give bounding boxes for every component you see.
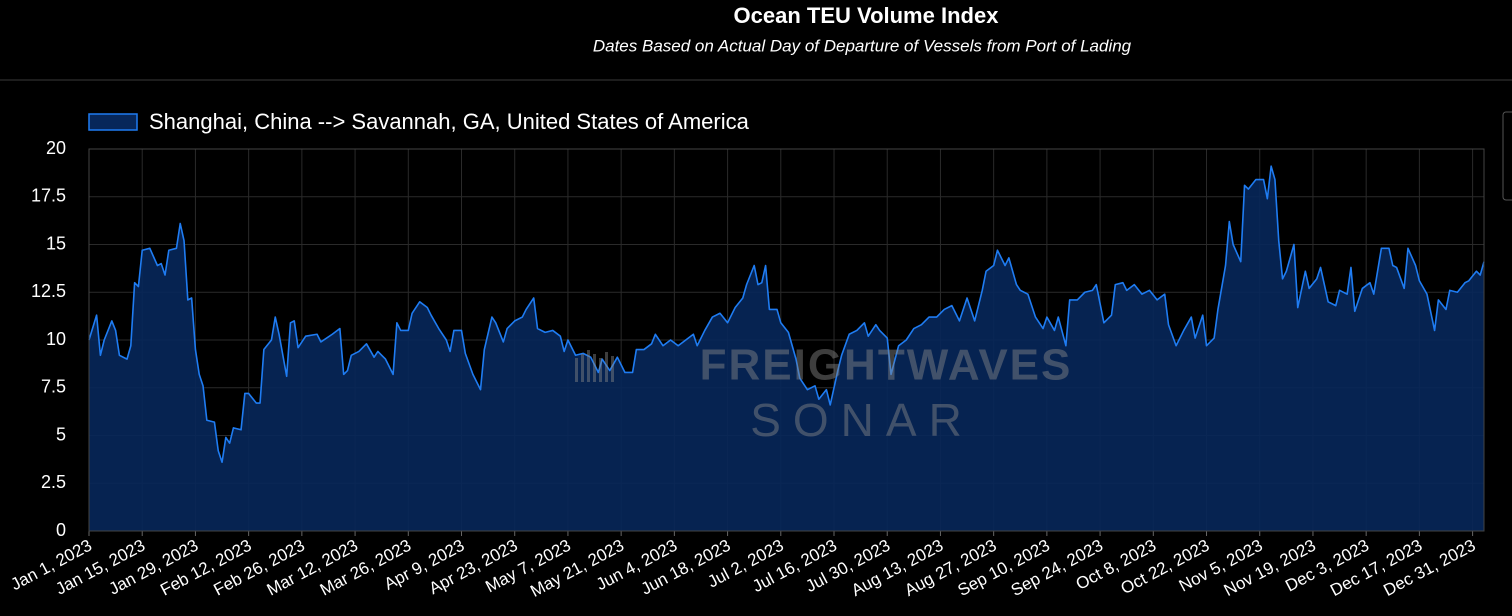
chart-title: Ocean TEU Volume Index — [734, 3, 1000, 28]
y-tick-label: 15 — [46, 233, 66, 253]
watermark-bars — [575, 350, 614, 382]
series-area — [89, 166, 1484, 531]
y-tick-label: 2.5 — [41, 472, 66, 492]
series-line — [88, 165, 1485, 464]
watermark-line1: FREIGHTWAVES — [700, 341, 1073, 390]
y-tick-label: 17.5 — [31, 186, 66, 206]
watermark-line2: SONAR — [750, 394, 974, 446]
y-tick-label: 12.5 — [31, 281, 66, 301]
y-tick-label: 10 — [46, 329, 66, 349]
plot — [88, 165, 1485, 531]
plot-frame — [88, 148, 1485, 532]
y-tick-label: 20 — [46, 138, 66, 158]
y-tick-label: 7.5 — [41, 377, 66, 397]
legend-label: Shanghai, China --> Savannah, GA, United… — [149, 109, 750, 134]
legend-swatch — [88, 113, 138, 131]
legend: Shanghai, China --> Savannah, GA, United… — [88, 109, 750, 134]
y-tick-label: 5 — [56, 424, 66, 444]
watermark: FREIGHTWAVES SONAR — [575, 341, 1073, 446]
y-tick-label: 0 — [56, 520, 66, 540]
chart-subtitle: Dates Based on Actual Day of Departure o… — [593, 36, 1132, 55]
side-panel-edge[interactable] — [1502, 111, 1512, 201]
